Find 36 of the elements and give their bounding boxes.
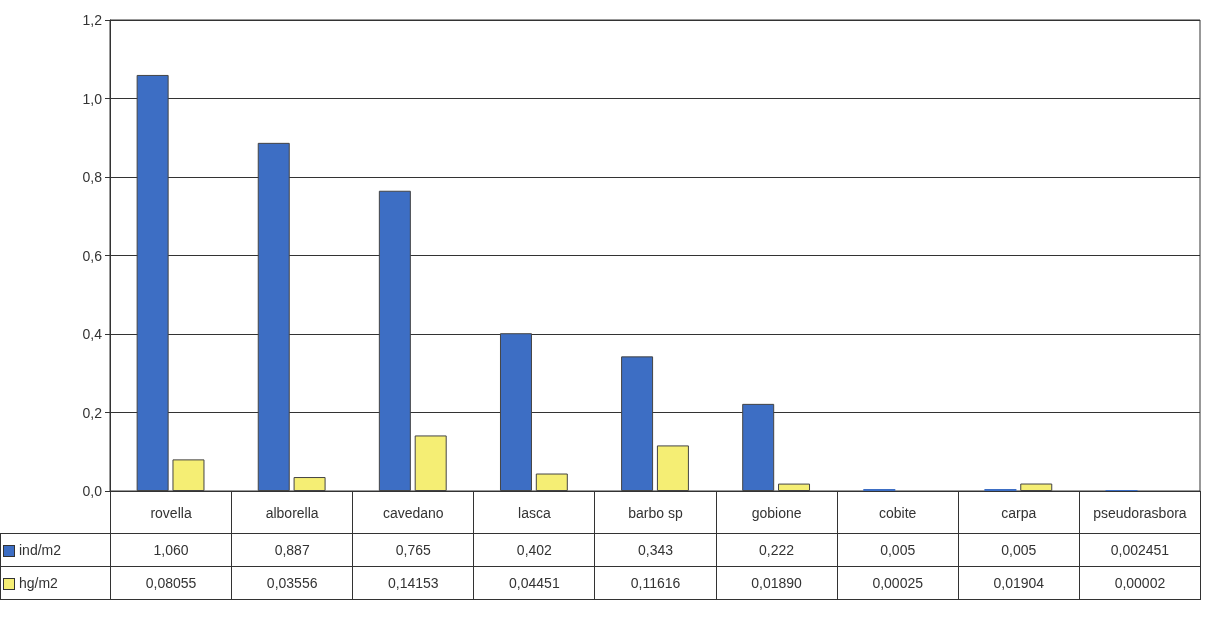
data-label: 0,005 <box>837 533 959 567</box>
data-label: 0,887 <box>231 533 353 567</box>
y-tick-label: 0,0 <box>82 483 103 499</box>
data-label: 0,402 <box>473 533 595 567</box>
x-tick-label: cavedano <box>352 491 474 534</box>
y-tick-label: 0,2 <box>82 404 103 421</box>
data-label: 0,343 <box>594 533 717 567</box>
data-label: 0,01890 <box>716 566 838 600</box>
y-tick-label: 1,2 <box>82 12 103 28</box>
x-tick-label: carpa <box>958 491 1080 534</box>
data-label: 0,14153 <box>352 566 474 600</box>
data-label: 0,002451 <box>1079 533 1201 567</box>
data-label: 0,222 <box>716 533 838 567</box>
data-label: 0,005 <box>958 533 1080 567</box>
legend-label: ind/m2 <box>0 533 111 567</box>
x-tick-label: cobite <box>837 491 959 534</box>
y-tick-label: 0,6 <box>82 247 103 264</box>
data-label: 0,01904 <box>958 566 1080 600</box>
x-tick-label: lasca <box>473 491 595 534</box>
data-label: 0,00025 <box>837 566 959 600</box>
y-tick-label: 0,8 <box>82 169 103 185</box>
x-tick-label: rovella <box>110 491 232 534</box>
x-tick-label: barbo sp <box>594 491 717 534</box>
data-label: 0,765 <box>352 533 474 567</box>
x-tick-label: pseudorasbora <box>1079 491 1201 534</box>
y-tick-label: 0,4 <box>82 326 103 342</box>
data-label: 1,060 <box>110 533 232 567</box>
x-tick-label: gobione <box>716 491 838 534</box>
legend-label: hg/m2 <box>0 566 111 600</box>
data-label: 0,03556 <box>231 566 353 600</box>
data-label: 0,04451 <box>473 566 595 600</box>
data-label: 0,00002 <box>1079 566 1201 600</box>
data-label: 0,08055 <box>110 566 232 600</box>
x-tick-label: alborella <box>231 491 353 534</box>
y-tick-label: 1,0 <box>82 90 103 107</box>
data-label: 0,11616 <box>594 566 717 600</box>
